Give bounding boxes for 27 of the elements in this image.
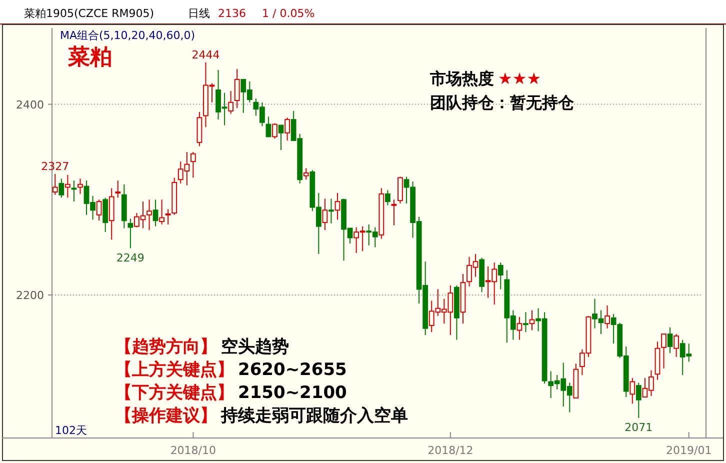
annotation: MA组合(5,10,20,40,60,0) [60, 29, 196, 42]
annotation: 市场热度 [429, 69, 494, 88]
annotation: 2620~2655 [238, 360, 347, 380]
annotation: 102天 [55, 424, 87, 437]
text: 菜粕1905(CZCE RM905) [24, 7, 154, 20]
text: 2136 [218, 7, 246, 20]
annotation: 【上方关键点】 [115, 360, 234, 380]
annotation: ★★★ [498, 69, 542, 88]
x-tick-label: 2018/10 [170, 444, 216, 457]
x-tick-label: 2018/12 [428, 444, 474, 457]
text: 菜粕 [67, 45, 112, 70]
annotation: 【下方关键点】 [115, 383, 234, 403]
text: 日线 [188, 7, 210, 20]
annotation: 2444 [192, 48, 220, 62]
annotation: 2150~2100 [238, 383, 348, 403]
y-tick-label: 2200 [16, 288, 44, 302]
annotation: 2071 [624, 420, 653, 434]
y-tick-label: 2400 [16, 98, 44, 112]
x-tick-label: 2019/01 [666, 444, 712, 457]
annotation: 团队持仓：暂无持仓 [430, 93, 575, 112]
text: 1 / 0.05% [262, 7, 315, 20]
annotation: 持续走弱可跟随介入空单 [220, 406, 408, 426]
annotation: 【操作建议】 [115, 406, 217, 426]
annotation: 【趋势方向】 [115, 337, 217, 357]
annotation: 2327 [41, 160, 70, 173]
annotation: 2249 [116, 251, 144, 264]
annotation: 空头趋势 [221, 337, 289, 357]
